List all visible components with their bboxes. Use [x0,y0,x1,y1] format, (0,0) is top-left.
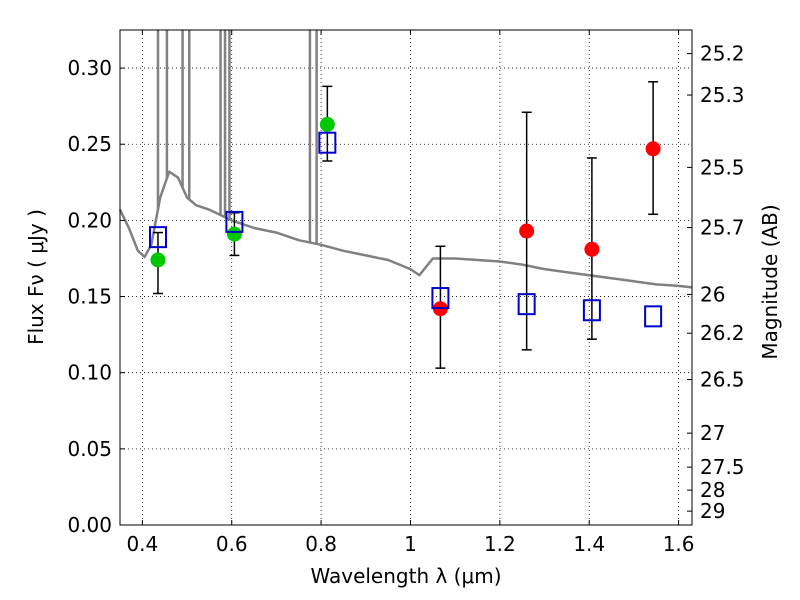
x-tick-label: 0.4 [126,532,158,556]
y2-tick-label: 25.2 [700,42,745,66]
model-point-square [517,293,536,316]
y2-tick-label: 26.2 [700,321,745,345]
data-point-circle [150,252,166,268]
model-point-square [644,305,663,328]
y-tick-label: 0.05 [67,437,112,461]
y-tick-label: 0.25 [67,132,112,156]
data-point-circle [645,141,661,157]
x-tick-label: 1 [404,532,417,556]
y2-tick-label: 26 [700,282,725,306]
y2-tick-label: 29 [700,499,725,523]
model-point-square [148,226,167,249]
data-points [148,116,663,328]
data-point-circle [584,241,600,257]
y-tick-label: 0.10 [67,361,112,385]
spectrum-continuum [118,170,693,289]
y2-tick-label: 25.3 [700,83,745,107]
x-tick-label: 0.6 [216,532,248,556]
x-tick-label: 1.6 [663,532,695,556]
y-axis-left: 0.00 0.05 0.10 0.15 0.20 0.25 0.30 [67,56,125,537]
model-point-square [431,287,450,310]
y2-tick-label: 27.5 [700,455,745,479]
y2-tick-label: 25.5 [700,155,745,179]
x-tick-label: 0.8 [305,532,337,556]
data-point-circle [226,226,242,242]
y2-tick-label: 25.7 [700,216,745,240]
x-tick-label: 1.4 [573,532,605,556]
model-point-square [225,210,244,233]
y2-tick-label: 27 [700,421,725,445]
y-axis-title: Flux Fν ( μJy ) [24,209,48,345]
x-tick-label: 1.2 [484,532,516,556]
plot-frame [119,29,693,526]
x-axis: 0.4 0.6 0.8 1 1.2 1.4 1.6 [126,30,695,556]
data-point-circle [519,223,535,239]
x-axis-title: Wavelength λ (μm) [310,564,501,588]
y-tick-label: 0.00 [67,513,112,537]
y-tick-label: 0.30 [67,56,112,80]
model-spectrum [118,30,693,289]
y-tick-label: 0.15 [67,285,112,309]
model-point-square [318,131,337,154]
y2-axis-title: Magnitude (AB) [758,204,782,359]
data-point-circle [319,116,335,132]
y-tick-label: 0.20 [67,208,112,232]
y2-tick-label: 26.5 [700,368,745,392]
y2-tick-label: 28 [700,478,725,502]
model-point-square [582,299,601,322]
